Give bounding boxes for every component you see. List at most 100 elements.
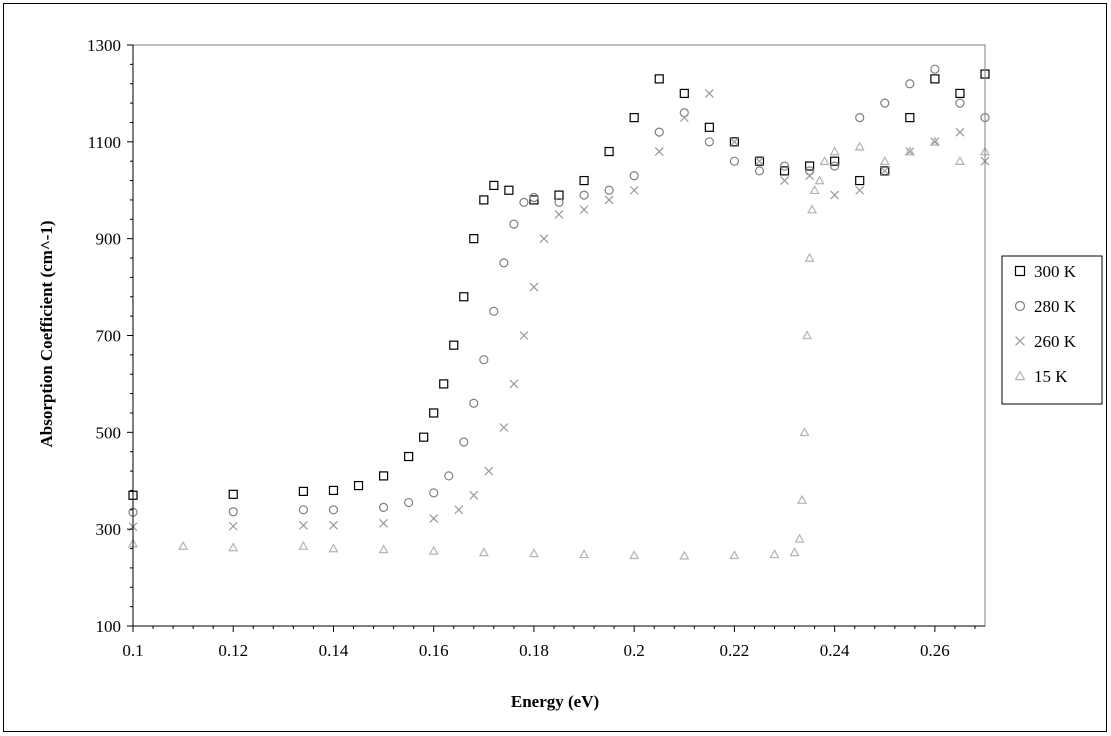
data-point bbox=[654, 147, 664, 156]
data-point bbox=[880, 98, 890, 108]
data-point bbox=[469, 490, 479, 500]
data-point bbox=[499, 258, 509, 268]
legend-item: 15 K bbox=[1014, 367, 1068, 386]
data-point bbox=[679, 550, 690, 560]
data-point bbox=[1014, 370, 1026, 381]
data-point bbox=[328, 485, 339, 496]
data-point bbox=[805, 171, 815, 181]
data-point bbox=[579, 190, 589, 200]
data-point bbox=[755, 156, 764, 166]
data-point bbox=[1014, 300, 1026, 312]
data-point bbox=[329, 520, 338, 530]
data-point bbox=[905, 79, 915, 89]
data-point bbox=[579, 205, 589, 215]
y-tick-label: 1100 bbox=[88, 133, 121, 152]
x-tick-label: 0.24 bbox=[820, 641, 850, 660]
data-point bbox=[754, 166, 765, 176]
data-point bbox=[579, 175, 589, 186]
data-point bbox=[404, 497, 414, 508]
data-point bbox=[855, 185, 865, 195]
data-point bbox=[829, 146, 840, 156]
data-point bbox=[378, 502, 389, 512]
axes: 100 300 500 700 900 1100 1300 0.1 0.12 0.14 0.16 0.… bbox=[87, 36, 986, 660]
data-point bbox=[904, 146, 915, 156]
data-point bbox=[679, 88, 689, 99]
data-point bbox=[469, 398, 479, 408]
data-point bbox=[955, 98, 965, 108]
data-point bbox=[554, 190, 564, 200]
data-point bbox=[429, 514, 439, 523]
data-point bbox=[629, 185, 639, 195]
x-tick-label: 0.2 bbox=[624, 641, 645, 660]
data-point bbox=[328, 505, 339, 515]
data-point bbox=[298, 540, 309, 550]
data-point bbox=[754, 156, 765, 166]
data-point bbox=[789, 547, 800, 557]
data-point bbox=[479, 195, 489, 205]
data-point bbox=[1014, 265, 1026, 277]
data-point bbox=[178, 540, 189, 550]
legend-label: 300 K bbox=[1034, 262, 1077, 281]
data-point bbox=[519, 331, 529, 340]
data-point bbox=[228, 542, 239, 552]
data-point bbox=[830, 161, 840, 171]
data-point bbox=[228, 507, 238, 517]
data-point bbox=[880, 166, 890, 176]
data-point bbox=[489, 306, 499, 316]
data-point bbox=[429, 488, 439, 498]
data-point bbox=[554, 210, 564, 219]
data-point bbox=[404, 451, 414, 462]
data-point bbox=[529, 192, 539, 203]
y-tick-label: 100 bbox=[96, 617, 122, 636]
data-point bbox=[804, 161, 815, 171]
data-point bbox=[228, 521, 238, 531]
x-tick-label: 0.18 bbox=[519, 641, 549, 660]
data-point bbox=[328, 543, 339, 553]
data-point bbox=[704, 137, 714, 147]
plot-area bbox=[127, 64, 991, 560]
data-point bbox=[804, 252, 815, 262]
data-point bbox=[509, 379, 519, 389]
data-point bbox=[879, 155, 890, 165]
data-point bbox=[807, 204, 818, 214]
data-point bbox=[854, 141, 865, 151]
data-point bbox=[228, 489, 238, 499]
data-point bbox=[905, 113, 915, 123]
data-point bbox=[298, 486, 308, 497]
x-tick-label: 0.12 bbox=[218, 641, 248, 660]
data-point bbox=[930, 64, 940, 74]
legend-label: 260 K bbox=[1034, 332, 1077, 351]
data-point bbox=[429, 408, 439, 418]
data-point bbox=[769, 549, 780, 559]
data-point bbox=[797, 494, 808, 504]
data-point bbox=[679, 113, 689, 123]
data-point bbox=[780, 176, 789, 185]
data-point bbox=[779, 161, 790, 171]
data-point bbox=[499, 423, 509, 432]
data-point bbox=[809, 185, 820, 195]
data-point bbox=[298, 505, 308, 515]
y-tick-label: 700 bbox=[96, 327, 122, 346]
x-tick-label: 0.1 bbox=[122, 641, 143, 660]
y-tick-label: 1300 bbox=[87, 36, 121, 55]
data-point bbox=[629, 113, 639, 123]
legend-label: 15 K bbox=[1034, 367, 1068, 386]
data-point bbox=[654, 74, 664, 84]
data-point bbox=[419, 432, 429, 442]
chart-frame bbox=[3, 3, 1107, 732]
data-point bbox=[629, 171, 639, 181]
y-tick-label: 300 bbox=[96, 520, 122, 539]
data-point bbox=[439, 379, 449, 389]
data-point bbox=[779, 166, 790, 176]
data-point bbox=[729, 137, 739, 147]
x-axis-title: Energy (eV) bbox=[511, 692, 599, 711]
data-point bbox=[459, 437, 469, 447]
data-point bbox=[449, 340, 459, 350]
data-point bbox=[378, 544, 389, 554]
data-point bbox=[554, 197, 564, 207]
data-point bbox=[819, 155, 830, 165]
data-point bbox=[704, 122, 714, 132]
data-point bbox=[830, 156, 840, 166]
series-260-k bbox=[128, 88, 990, 532]
